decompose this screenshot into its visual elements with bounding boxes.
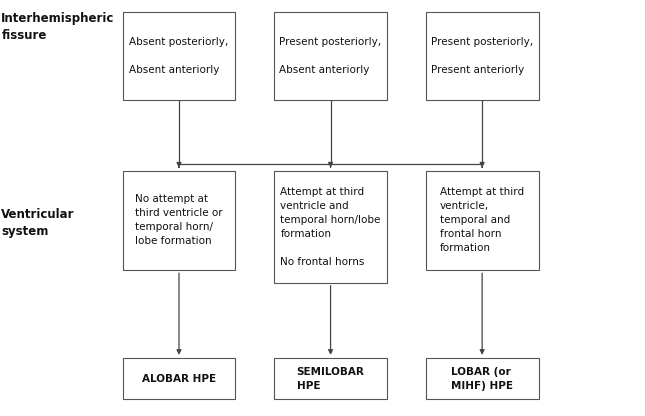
- Text: Ventricular
system: Ventricular system: [1, 208, 75, 238]
- Text: Interhemispheric
fissure: Interhemispheric fissure: [1, 12, 115, 42]
- Text: LOBAR (or
MIHF) HPE: LOBAR (or MIHF) HPE: [451, 366, 513, 391]
- Text: Attempt at third
ventricle,
temporal and
frontal horn
formation: Attempt at third ventricle, temporal and…: [440, 188, 524, 253]
- FancyBboxPatch shape: [426, 171, 539, 270]
- Text: Attempt at third
ventricle and
temporal horn/lobe
formation

No frontal horns: Attempt at third ventricle and temporal …: [281, 187, 381, 267]
- FancyBboxPatch shape: [426, 12, 539, 100]
- FancyBboxPatch shape: [274, 171, 387, 283]
- FancyBboxPatch shape: [274, 12, 387, 100]
- FancyBboxPatch shape: [123, 171, 235, 270]
- FancyBboxPatch shape: [426, 358, 539, 399]
- FancyBboxPatch shape: [274, 358, 387, 399]
- Text: Absent posteriorly,

Absent anteriorly: Absent posteriorly, Absent anteriorly: [130, 37, 228, 75]
- Text: Present posteriorly,

Absent anteriorly: Present posteriorly, Absent anteriorly: [279, 37, 382, 75]
- FancyBboxPatch shape: [123, 358, 235, 399]
- Text: Present posteriorly,

Present anteriorly: Present posteriorly, Present anteriorly: [431, 37, 533, 75]
- FancyBboxPatch shape: [123, 12, 235, 100]
- Text: No attempt at
third ventricle or
temporal horn/
lobe formation: No attempt at third ventricle or tempora…: [135, 195, 223, 246]
- Text: ALOBAR HPE: ALOBAR HPE: [142, 374, 216, 384]
- Text: SEMILOBAR
HPE: SEMILOBAR HPE: [297, 366, 364, 391]
